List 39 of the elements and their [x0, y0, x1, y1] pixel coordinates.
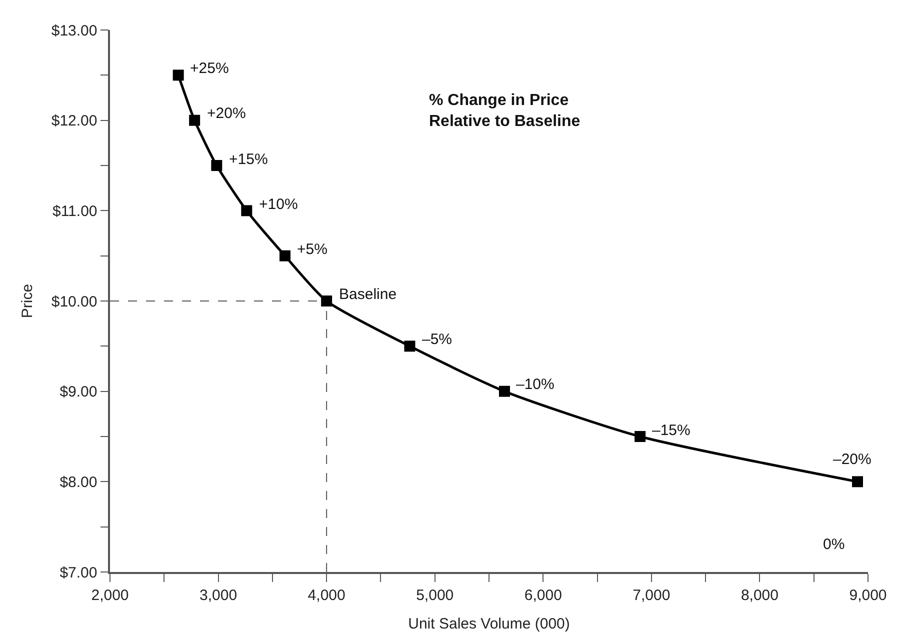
- annotation: –20%: [833, 451, 872, 468]
- x-tick-label: 8,000: [740, 586, 778, 604]
- point: [241, 205, 252, 216]
- y-axis-title: Price: [19, 284, 36, 318]
- point: [404, 340, 416, 352]
- annotation: +20%: [207, 105, 246, 122]
- y-tick-label: $12.00: [51, 112, 98, 130]
- annotation: +25%: [190, 60, 229, 77]
- x-tick-label: 5,000: [416, 586, 454, 604]
- point: [852, 476, 863, 488]
- point: [321, 296, 332, 306]
- annotation: +5%: [297, 241, 328, 258]
- x-tick-label: 7,000: [632, 586, 670, 604]
- annotation: +15%: [229, 151, 268, 168]
- x-tick-label: 2,000: [91, 586, 129, 604]
- y-tick-label: $9.00: [60, 384, 98, 401]
- x-tick-label: 4,000: [308, 586, 346, 604]
- annotation: –10%: [516, 376, 554, 393]
- y-tick-label: $13.00: [51, 22, 98, 40]
- x-axis-title: Unit Sales Volume (000): [408, 615, 570, 632]
- x-tick-label: 3,000: [200, 586, 238, 604]
- point: [189, 114, 200, 126]
- y-tick-label: $8.00: [60, 474, 98, 491]
- x-tick-label: 9,000: [849, 586, 887, 604]
- y-tick-label: $7.00: [60, 564, 98, 582]
- x-tick-label: 6,000: [524, 586, 562, 604]
- annotation: Baseline: [339, 286, 397, 303]
- annotation: –5%: [422, 331, 452, 348]
- annotation: +10%: [259, 196, 298, 213]
- point: [634, 431, 646, 442]
- point: [498, 386, 510, 397]
- point: [172, 70, 184, 81]
- y-tick-label: $10.00: [51, 293, 98, 310]
- point: [279, 250, 290, 262]
- annotation: 0%: [823, 536, 845, 553]
- annotation: –15%: [652, 422, 690, 439]
- point: [211, 160, 222, 171]
- y-tick-label: $11.00: [52, 202, 98, 220]
- annotation: % Change in Price Relative to Baseline: [429, 92, 580, 130]
